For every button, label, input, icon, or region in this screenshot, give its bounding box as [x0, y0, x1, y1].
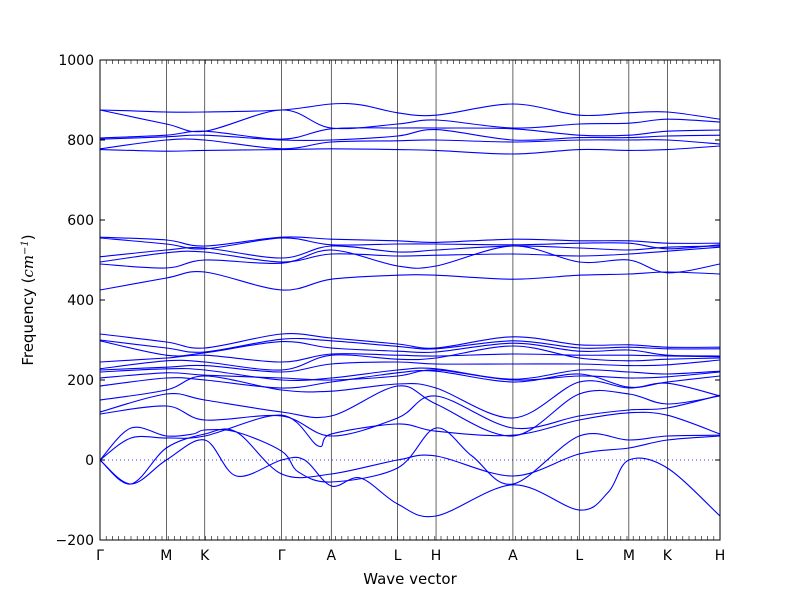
band-line-28	[100, 428, 720, 485]
y-axis-label: Frequency (cm−1)	[19, 234, 37, 365]
band-line-1	[100, 102, 720, 120]
y-axis-ticks: −200 0 200 400 600 800 1000	[56, 53, 720, 549]
y-axis-label-text: Frequency (	[19, 278, 37, 366]
x-tick-label-1: Γ	[96, 548, 104, 564]
y-tick-label: 400	[67, 293, 94, 309]
y-tick-label: 200	[67, 373, 94, 389]
band-line-26	[100, 426, 720, 485]
y-axis-label-exponent: −1	[20, 240, 31, 255]
x-tick-label-10: M	[623, 548, 635, 564]
y-tick-label: 1000	[58, 53, 94, 69]
y-axis-label-unit: cm	[19, 255, 37, 278]
x-tick-label-2: M	[160, 548, 172, 564]
y-tick-label: −200	[56, 533, 94, 549]
x-tick-label-6: L	[394, 548, 402, 564]
x-tick-label-11: K	[663, 548, 673, 564]
x-tick-label-4: Γ	[278, 548, 286, 564]
x-tick-label-5: A	[326, 548, 336, 564]
x-tick-label-12: H	[715, 548, 726, 564]
band-line-27	[100, 439, 720, 518]
x-tick-label-3: K	[200, 548, 210, 564]
x-axis-label: Wave vector	[363, 570, 457, 588]
band-line-25	[100, 411, 720, 461]
x-tick-label-9: L	[575, 548, 583, 564]
y-tick-label: 600	[67, 213, 94, 229]
x-tick-label-8: A	[508, 548, 518, 564]
x-tick-label-7: H	[431, 548, 442, 564]
y-axis-label-close: )	[19, 234, 37, 240]
y-tick-label: 800	[67, 133, 94, 149]
y-tick-label: 0	[85, 453, 94, 469]
